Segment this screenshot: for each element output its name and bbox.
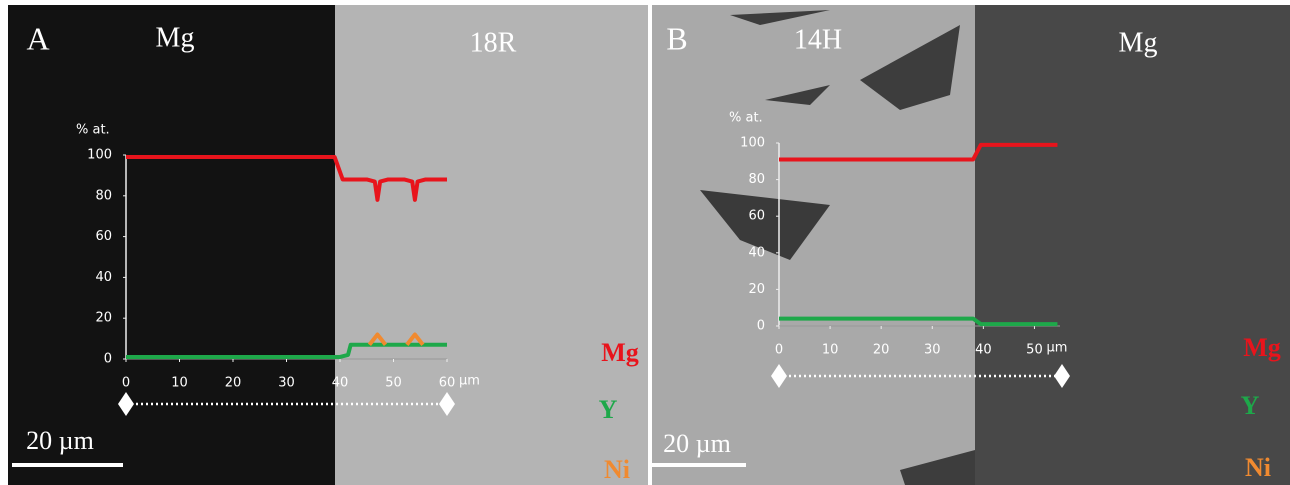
phase-label: 14H xyxy=(794,24,842,55)
phase-label: 18R xyxy=(470,27,517,58)
mg-region xyxy=(975,5,1290,485)
x-unit: µm xyxy=(1046,341,1067,356)
legend-label: Y xyxy=(1241,391,1260,420)
x-tick-label: 20 xyxy=(225,376,242,391)
x-tick-label: 0 xyxy=(775,343,783,358)
y-tick-label: 40 xyxy=(95,270,112,285)
legend-label: Mg xyxy=(601,338,639,367)
series-line xyxy=(126,155,447,202)
flake xyxy=(730,10,830,25)
profile-end xyxy=(1054,364,1070,388)
y-tick-label: 40 xyxy=(748,245,765,260)
y-tick-label: 0 xyxy=(757,319,765,334)
phase-label: Mg xyxy=(1119,27,1158,58)
y-tick-label: 60 xyxy=(748,209,765,224)
flake xyxy=(900,450,975,485)
scale-bar-label: 20 µm xyxy=(663,429,731,458)
y-tick-label: 100 xyxy=(87,148,112,163)
y-tick-label: 100 xyxy=(740,136,765,151)
panel-label: A xyxy=(26,20,49,56)
y-label: % at. xyxy=(729,111,763,126)
x-unit: µm xyxy=(459,374,480,389)
x-tick-label: 0 xyxy=(122,376,130,391)
flake xyxy=(700,190,830,260)
legend-label: Ni xyxy=(1245,453,1271,482)
series-line xyxy=(779,142,1058,162)
x-tick-label: 40 xyxy=(332,376,349,391)
flake xyxy=(860,25,960,110)
y-tick-label: 20 xyxy=(748,282,765,297)
profile-end xyxy=(439,392,455,416)
profile-end xyxy=(771,364,787,388)
x-tick-label: 50 xyxy=(1026,343,1043,358)
x-tick-label: 60 xyxy=(439,376,456,391)
x-tick-label: 30 xyxy=(924,343,941,358)
profile-end xyxy=(118,392,134,416)
y-tick-label: 60 xyxy=(95,229,112,244)
phase-label: Mg xyxy=(156,22,195,53)
y-tick-label: 20 xyxy=(95,311,112,326)
x-tick-label: 10 xyxy=(171,376,188,391)
series-line xyxy=(367,332,425,346)
y-tick-label: 80 xyxy=(95,188,112,203)
y-tick-label: 80 xyxy=(748,172,765,187)
scale-bar-label: 20 µm xyxy=(26,426,94,455)
series-line xyxy=(779,316,1058,327)
legend-label: Y xyxy=(599,395,618,424)
flake xyxy=(765,85,830,105)
legend-label: Ni xyxy=(604,455,630,484)
x-tick-label: 50 xyxy=(385,376,402,391)
mg-region xyxy=(8,5,343,485)
series-line xyxy=(126,342,447,359)
x-tick-label: 30 xyxy=(278,376,295,391)
legend-label: Mg xyxy=(1243,333,1281,362)
x-tick-label: 20 xyxy=(873,343,890,358)
panel-label: B xyxy=(666,20,687,56)
y-label: % at. xyxy=(76,123,110,138)
x-tick-label: 10 xyxy=(822,343,839,358)
y-tick-label: 0 xyxy=(104,352,112,367)
x-tick-label: 40 xyxy=(975,343,992,358)
